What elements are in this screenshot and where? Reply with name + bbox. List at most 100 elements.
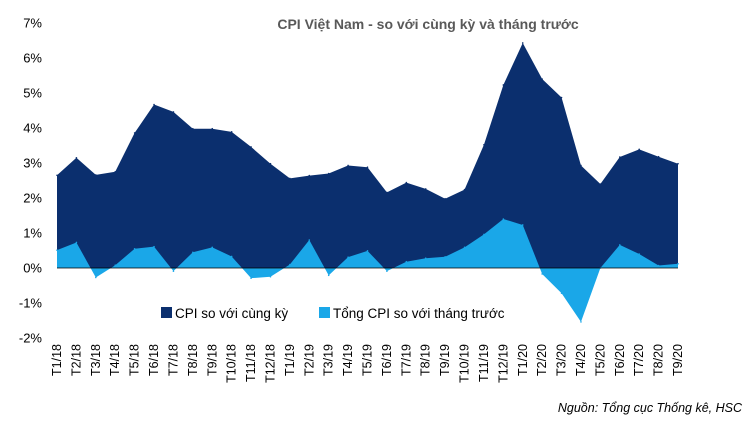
data-point [327, 274, 330, 277]
data-point [502, 84, 505, 86]
y-tick-label: 5% [23, 86, 42, 101]
data-point [153, 245, 155, 248]
x-axis: T1/18 T2/18 T3/18 T4/18 T5/18 T6/18 T7/18 T8/18… [50, 344, 685, 383]
y-tick-label: -1% [19, 296, 43, 311]
series-area-0 [57, 42, 678, 269]
data-point [133, 132, 136, 134]
data-point [483, 233, 485, 236]
data-point [502, 218, 505, 220]
data-point [521, 42, 524, 44]
x-tick-label: T1/20 [516, 344, 530, 376]
data-point [444, 197, 446, 200]
data-point [230, 255, 233, 258]
data-point [211, 246, 214, 249]
data-point [211, 127, 214, 130]
data-point [95, 276, 97, 279]
data-point [56, 174, 58, 177]
x-tick-label: T9/20 [671, 344, 685, 376]
y-tick-label: 6% [23, 51, 42, 66]
data-point [405, 260, 408, 263]
data-point [114, 170, 117, 173]
x-tick-label: T3/19 [322, 344, 336, 376]
data-point [250, 277, 252, 279]
data-point [638, 148, 640, 151]
x-tick-label: T4/19 [341, 344, 355, 376]
x-tick-label: T10/18 [225, 344, 239, 383]
data-point [405, 181, 408, 184]
x-tick-label: T5/20 [593, 344, 607, 376]
x-tick-label: T2/19 [302, 344, 316, 376]
data-point [463, 246, 466, 249]
y-tick-label: -2% [19, 331, 43, 346]
x-tick-label: T11/19 [477, 344, 491, 382]
data-point [424, 188, 427, 190]
data-point [172, 111, 175, 113]
x-tick-label: T1/19 [283, 344, 297, 376]
data-point [677, 263, 679, 265]
plot-area [56, 42, 679, 323]
data-point [618, 244, 621, 246]
legend-swatch-yoy [161, 307, 172, 318]
data-point [580, 321, 582, 323]
chart-title: CPI Việt Nam - so với cùng kỳ và tháng t… [277, 16, 579, 32]
x-tick-label: T5/18 [128, 344, 142, 376]
data-point [230, 131, 233, 133]
legend: CPI so với cùng kỳ Tổng CPI so với tháng… [161, 306, 505, 321]
y-tick-label: 7% [23, 16, 42, 31]
x-tick-label: T6/19 [380, 344, 394, 376]
data-point [269, 275, 272, 278]
data-point [347, 256, 349, 258]
y-tick-label: 4% [23, 121, 42, 136]
data-point [75, 241, 78, 244]
data-point [366, 250, 369, 252]
data-point [133, 247, 136, 250]
data-point [444, 255, 446, 258]
x-tick-label: T5/19 [361, 344, 375, 376]
data-point [114, 264, 117, 267]
data-point [386, 191, 388, 194]
x-tick-label: T6/20 [613, 344, 627, 376]
data-point [153, 103, 155, 106]
x-tick-label: T1/18 [50, 344, 64, 376]
data-point [192, 127, 194, 130]
x-tick-label: T8/18 [186, 344, 200, 376]
data-point [347, 164, 349, 167]
x-tick-label: T4/20 [574, 344, 588, 376]
x-tick-label: T7/19 [399, 344, 413, 376]
data-point [463, 188, 466, 191]
x-tick-label: T12/19 [496, 344, 510, 383]
data-point [289, 263, 291, 266]
data-point [677, 162, 679, 165]
data-point [560, 292, 563, 295]
data-point [366, 166, 369, 168]
data-point [638, 253, 640, 255]
data-point [657, 264, 660, 267]
x-tick-label: T2/20 [535, 344, 549, 376]
data-point [657, 155, 660, 158]
y-tick-label: 2% [23, 191, 42, 206]
data-point [56, 249, 58, 251]
data-point [580, 164, 582, 167]
x-tick-label: T3/18 [89, 344, 103, 376]
data-point [560, 96, 563, 99]
y-tick-label: 3% [23, 156, 42, 171]
data-point [327, 172, 330, 175]
x-tick-label: T3/20 [555, 344, 569, 376]
data-point [386, 270, 388, 272]
y-tick-label: 1% [23, 226, 42, 241]
data-point [483, 144, 485, 146]
data-point [95, 174, 97, 176]
x-tick-label: T4/18 [108, 344, 122, 376]
x-tick-label: T2/18 [69, 344, 83, 376]
x-tick-label: T6/18 [147, 344, 161, 376]
data-point [75, 156, 78, 159]
legend-label-mom: Tổng CPI so với tháng trước [333, 306, 505, 321]
y-axis: -2% -1% 0% 1% 2% 3% 4% 5% 6% 7% [19, 16, 43, 346]
y-tick-label: 0% [23, 261, 42, 276]
data-point [541, 78, 543, 80]
x-tick-label: T9/19 [438, 344, 452, 376]
x-tick-label: T7/20 [632, 344, 646, 376]
series-area-1 [57, 219, 678, 322]
data-point [289, 177, 291, 180]
